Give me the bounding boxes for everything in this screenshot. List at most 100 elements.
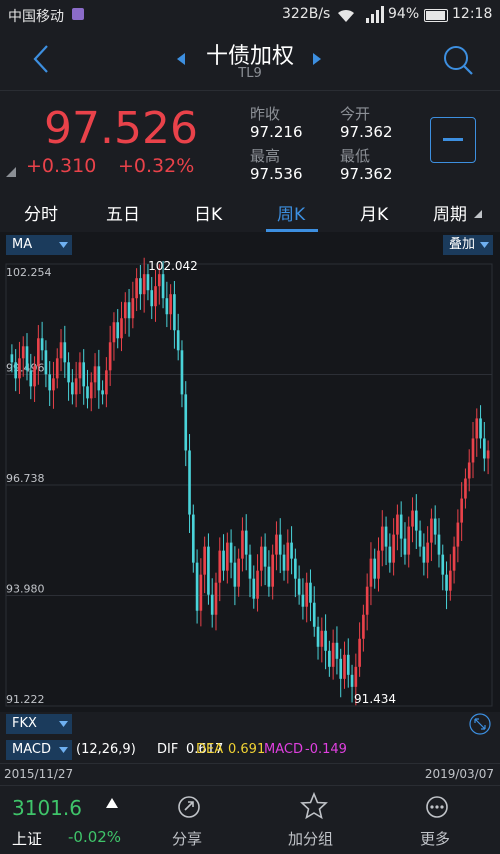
candle-body <box>331 642 335 667</box>
candle-body <box>437 534 441 555</box>
dif-value: 0.617 <box>186 742 224 757</box>
index-ticker[interactable]: 3101.6 上证 -0.02% <box>0 786 130 854</box>
prev-contract-icon[interactable] <box>176 52 186 66</box>
index-change: -0.02% <box>68 828 122 846</box>
star-icon <box>300 792 328 820</box>
candle-body <box>52 378 55 391</box>
tab-intraday[interactable]: 分时 <box>24 205 58 225</box>
candle-body <box>184 394 188 451</box>
candle-body <box>392 534 395 563</box>
candle-body <box>93 366 97 383</box>
candlestick-chart[interactable]: 102.25499.49696.73893.98091.222102.04291… <box>0 256 500 712</box>
candle-body <box>180 350 184 395</box>
bottom-bar: 3101.6 上证 -0.02% 分享 加分组 更多 <box>0 785 500 854</box>
high-marker-label: 102.042 <box>148 259 198 273</box>
tab-five-day[interactable]: 五日 <box>106 205 140 225</box>
candle-body <box>263 546 267 567</box>
fkx-selector[interactable]: FKX <box>6 714 72 734</box>
candle-body <box>445 574 448 591</box>
period-tabs: 分时 五日 日K 周K 月K 周期 <box>0 188 500 232</box>
candle-body <box>267 566 271 587</box>
corner-arrow-icon <box>6 167 16 177</box>
candle-body <box>21 346 25 359</box>
tab-daily-k[interactable]: 日K <box>194 205 223 225</box>
add-group-button[interactable]: 加分组 <box>282 786 346 854</box>
candle-body <box>67 362 70 383</box>
macd-row: MACD (12,26,9) DIF 0.617 DEA 0.691 MACD … <box>0 739 500 761</box>
candle-body <box>135 278 138 299</box>
tab-weekly-k[interactable]: 周K <box>277 205 306 225</box>
candle-body <box>407 526 411 555</box>
candle-body <box>195 562 199 611</box>
more-label: 更多 <box>420 830 451 848</box>
candle-body <box>365 586 369 615</box>
candle-body <box>203 546 206 575</box>
tab-period[interactable]: 周期 <box>433 205 467 225</box>
overlay-selector[interactable]: 叠加 <box>443 235 493 255</box>
candle-body <box>452 546 456 571</box>
candle-body <box>399 514 403 539</box>
ma-selector[interactable]: MA <box>6 235 72 255</box>
expand-up-icon[interactable] <box>106 798 118 808</box>
candle-body <box>335 642 339 659</box>
fkx-label: FKX <box>12 716 37 731</box>
open-label: 今开 <box>340 105 371 123</box>
candle-body <box>252 578 256 599</box>
header: 十债加权 TL9 <box>0 30 500 90</box>
candle-body <box>37 338 40 367</box>
candle-body <box>312 602 316 627</box>
candle-body <box>33 366 36 387</box>
search-icon[interactable] <box>442 44 474 76</box>
sim-icon <box>72 8 84 20</box>
next-contract-icon[interactable] <box>312 52 322 66</box>
candle-body <box>256 570 259 599</box>
candle-body <box>150 290 154 307</box>
candle-body <box>358 638 361 667</box>
dea-label: DEA <box>196 742 224 757</box>
candle-body <box>282 554 286 571</box>
candle-body <box>161 274 165 299</box>
candle-body <box>40 338 44 351</box>
fullscreen-icon[interactable] <box>469 713 491 735</box>
collapse-button[interactable] <box>430 117 476 163</box>
candle-body <box>475 418 479 439</box>
candle-body <box>380 526 384 551</box>
candle-body <box>214 582 218 615</box>
candle-body <box>275 534 278 555</box>
candle-body <box>199 574 203 611</box>
candle-body <box>108 342 112 371</box>
end-date: 2019/03/07 <box>424 767 494 781</box>
candle-body <box>328 650 331 667</box>
candle-body <box>123 302 127 319</box>
candle-body <box>74 378 78 395</box>
y-tick-label: 91.222 <box>6 693 45 706</box>
candle-body <box>294 558 297 579</box>
back-icon[interactable] <box>30 44 52 74</box>
candle-body <box>25 346 29 371</box>
candle-body <box>486 450 490 459</box>
candle-body <box>142 274 146 295</box>
share-button[interactable]: 分享 <box>160 786 220 854</box>
overlay-dropdown-icon <box>480 242 489 248</box>
candle-body <box>29 370 33 387</box>
macd-selector[interactable]: MACD <box>6 740 72 760</box>
candle-body <box>14 362 17 379</box>
candle-body <box>396 514 399 535</box>
candle-body <box>388 546 392 563</box>
last-price: 97.526 <box>44 103 198 154</box>
candle-body <box>278 534 282 555</box>
tab-monthly-k[interactable]: 月K <box>360 205 389 225</box>
candle-body <box>112 322 116 343</box>
high-value: 97.536 <box>250 165 303 183</box>
low-label: 最低 <box>340 147 371 165</box>
candle-body <box>105 370 108 395</box>
date-axis: 2015/11/27 2019/03/07 <box>0 763 500 784</box>
y-tick-label: 96.738 <box>6 472 45 485</box>
candle-body <box>324 630 327 651</box>
candle-body <box>82 362 86 387</box>
candle-body <box>18 358 21 379</box>
candle-body <box>233 562 237 587</box>
more-button[interactable]: 更多 <box>410 786 466 854</box>
macd-params: (12,26,9) <box>76 742 136 757</box>
candle-body <box>218 550 222 583</box>
